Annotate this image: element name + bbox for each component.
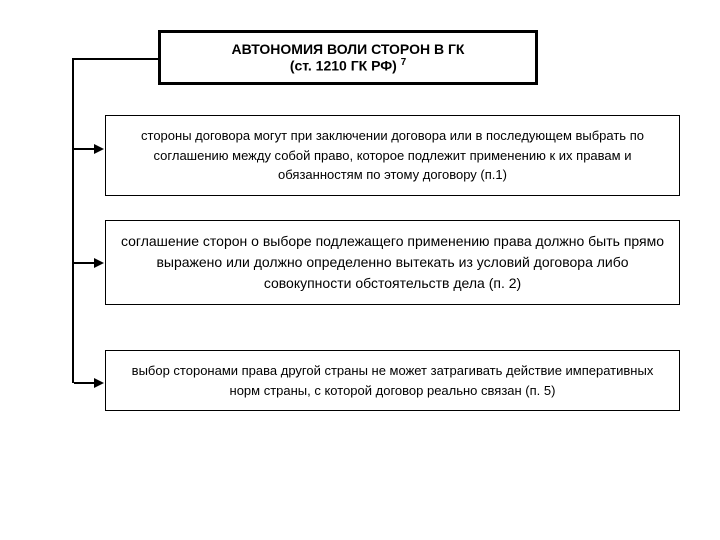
diagram-container: АВТОНОМИЯ ВОЛИ СТОРОН В ГК (ст. 1210 ГК … [0, 0, 720, 540]
header-line2-text: (ст. 1210 ГК РФ) [290, 58, 397, 74]
content-box-2: соглашение сторон о выборе подлежащего п… [105, 220, 680, 305]
header-line2: (ст. 1210 ГК РФ) 7 [181, 57, 515, 74]
arrow-line-2 [74, 262, 94, 264]
arrow-head-1 [94, 144, 104, 154]
content-box-1: стороны договора могут при заключении до… [105, 115, 680, 196]
header-footnote: 7 [401, 57, 406, 68]
arrow-head-3 [94, 378, 104, 388]
content-box-3: выбор сторонами права другой страны не м… [105, 350, 680, 411]
header-line1: АВТОНОМИЯ ВОЛИ СТОРОН В ГК [181, 41, 515, 57]
connector-header-stub [72, 58, 158, 60]
connector-vertical [72, 58, 74, 383]
arrow-line-3 [74, 382, 94, 384]
arrow-head-2 [94, 258, 104, 268]
arrow-line-1 [74, 148, 94, 150]
header-box: АВТОНОМИЯ ВОЛИ СТОРОН В ГК (ст. 1210 ГК … [158, 30, 538, 85]
